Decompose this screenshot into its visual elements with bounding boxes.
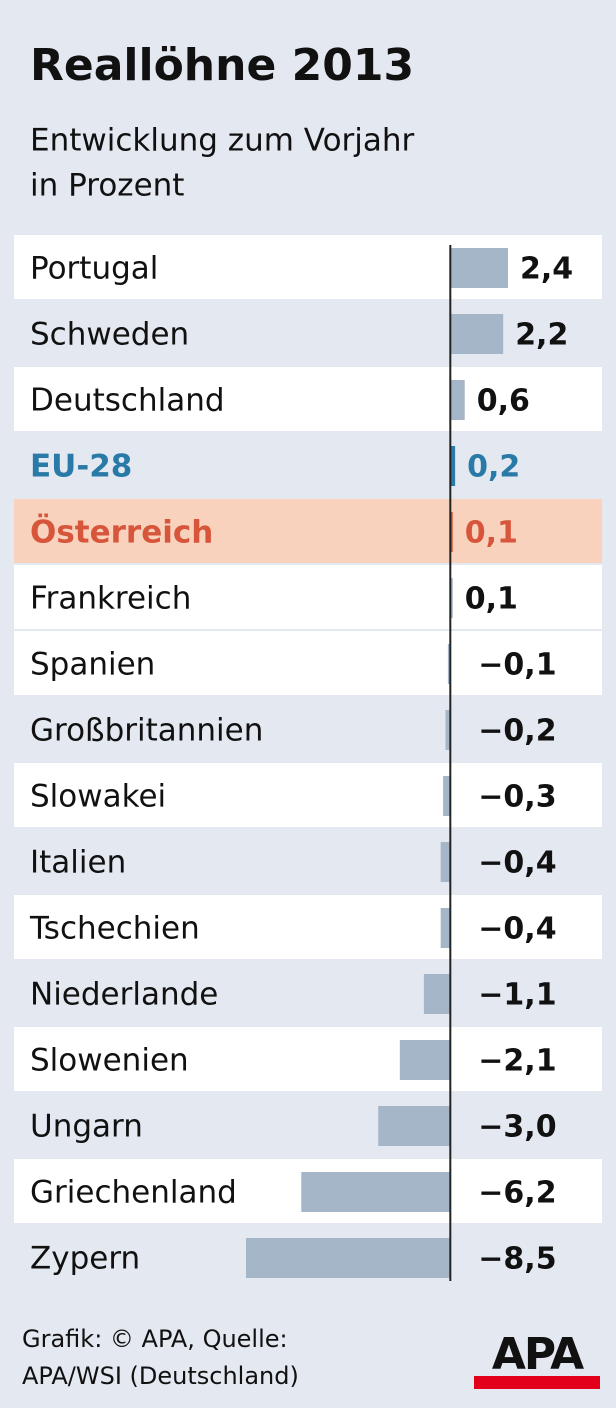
logo-bar [474,1376,600,1389]
value-label: −6,2 [478,1176,556,1211]
bar [445,710,451,750]
value-label: 0,1 [465,582,518,617]
logo: APA [474,1329,600,1389]
row-background [14,895,602,959]
bar [443,776,451,816]
category-label: Tschechien [29,911,200,947]
category-label: Österreich [30,514,213,551]
value-label: −0,1 [478,648,556,683]
category-label: Griechenland [30,1175,237,1211]
category-label: Portugal [30,251,158,287]
row-background [14,1027,602,1091]
subtitle: Entwicklung zum Vorjahr [30,123,415,159]
value-label: 2,4 [520,252,573,287]
category-label: Niederlande [30,977,218,1013]
category-label: Slowenien [30,1043,189,1079]
row-background [14,367,602,431]
bar [440,908,451,948]
row-background [14,499,602,563]
value-label: −0,2 [478,714,556,749]
category-label: EU-28 [30,449,132,485]
category-label: Deutschland [30,383,225,419]
bar [440,842,451,882]
bar [246,1238,451,1278]
value-label: −2,1 [478,1044,556,1079]
row-background [14,631,602,695]
category-label: Ungarn [30,1109,143,1145]
source: Grafik: © APA, Quelle: [22,1325,288,1353]
row-background [14,1093,602,1157]
category-label: Slowakei [30,779,166,815]
bar [450,248,508,288]
source: APA/WSI (Deutschland) [22,1362,299,1390]
row-background [14,433,602,497]
bar [378,1106,451,1146]
logo-text: APA [492,1329,584,1380]
value-label: −3,0 [478,1110,556,1145]
value-label: −1,1 [478,978,556,1013]
bar [450,314,504,354]
bar [450,380,465,420]
value-label: 0,2 [467,450,520,485]
category-label: Spanien [30,647,155,683]
bar [450,446,456,486]
bar [301,1172,451,1212]
bar [450,578,453,618]
category-label: Italien [30,845,126,881]
row-background [14,697,602,761]
category-label: Zypern [30,1241,140,1277]
value-label: 2,2 [515,318,568,353]
value-label: −8,5 [478,1242,556,1277]
bar [450,512,453,552]
value-label: 0,1 [465,516,518,551]
category-label: Frankreich [30,581,191,617]
category-label: Großbritannien [30,713,263,749]
value-label: −0,4 [478,912,556,947]
value-label: 0,6 [477,384,530,419]
row-background [14,763,602,827]
category-label: Schweden [30,317,189,353]
bar [423,974,451,1014]
row-background [14,829,602,893]
row-background [14,565,602,629]
value-label: −0,4 [478,846,556,881]
subtitle: in Prozent [30,168,184,204]
chart-title: Reallöhne 2013 [30,40,414,91]
bar [399,1040,451,1080]
row-background [14,961,602,1025]
value-label: −0,3 [478,780,556,815]
row-background [14,301,602,365]
bar [447,644,451,684]
